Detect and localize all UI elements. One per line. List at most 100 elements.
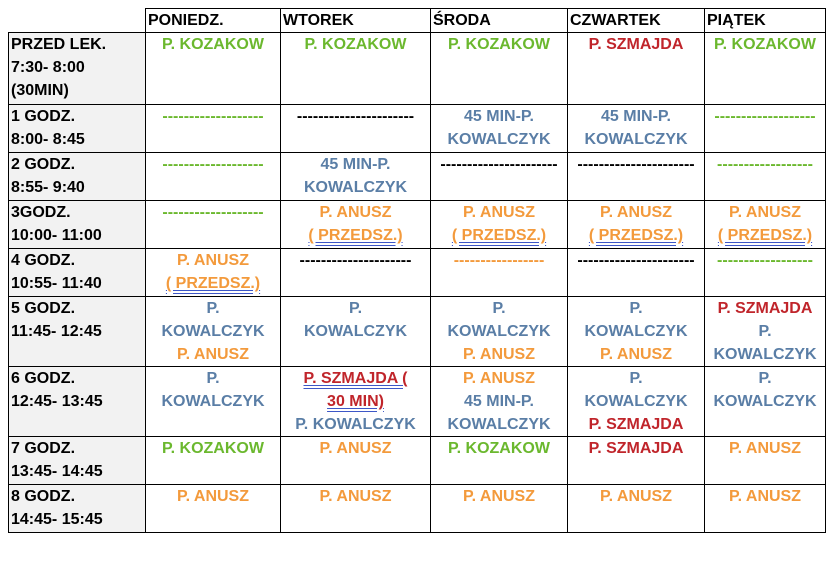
teacher-entry: KOWALCZYK [161,393,265,410]
period-label-line: (30MIN) [11,82,69,99]
teacher-entry: ( PRZEDSZ.) [451,227,547,244]
schedule-cell: ------------------- [145,104,281,153]
teacher-entry: KOWALCZYK [161,323,265,340]
period-label: 7 GODZ. 13:45- 14:45 [8,436,146,485]
period-label: 5 GODZ. 11:45- 12:45 [8,296,146,367]
empty-slot-dashes: ------------------ [717,156,813,173]
period-label: PRZED LEK. 7:30- 8:00 (30MIN) [8,32,146,105]
teacher-entry: P. ANUSZ [728,440,801,457]
period-label-line: 2 GODZ. [11,156,76,173]
schedule-cell: P. KOWALCZYK P. SZMAJDA [567,366,705,437]
period-label-line: 11:45- 12:45 [11,323,102,340]
period-label-line: 10:00- 11:00 [11,227,102,244]
teacher-entry: KOWALCZYK [584,323,688,340]
teacher-entry: P. ANUSZ [319,440,392,457]
teacher-entry: KOWALCZYK [303,179,408,196]
schedule-row: 6 GODZ. 12:45- 13:45 P. KOWALCZYK P. SZMAJDA… [8,366,826,437]
schedule-cell: P. ANUSZ [145,484,281,533]
schedule-row: 2 GODZ. 8:55- 9:40 ------------------- 45 M… [8,152,826,201]
header-row: PONIEDZ. WTOREK ŚRODA CZWARTEK PIĄTEK [8,8,826,33]
schedule-cell: ------------------- [145,152,281,201]
schedule-cell: P. ANUSZ 45 MIN-P. KOWALCZYK [430,366,568,437]
period-label: 3GODZ. 10:00- 11:00 [8,200,146,249]
teacher-entry: P. ANUSZ [319,488,392,505]
schedule-cell: P. KOWALCZYK [704,366,826,437]
empty-slot-dashes: ------------------- [162,204,264,221]
schedule-cell: P. ANUSZ ( PRZEDSZ.) [567,200,705,249]
teacher-entry: P. KOZAKOW [304,36,407,53]
teacher-entry: P. SZMAJDA [588,36,684,53]
schedule-cell: P. KOWALCZYK P. ANUSZ [567,296,705,367]
empty-slot-dashes: ------------------- [162,108,264,125]
schedule-row: 4 GODZ. 10:55- 11:40 P. ANUSZ ( PRZEDSZ.) --… [8,248,826,297]
teacher-entry: KOWALCZYK [713,393,817,410]
period-label-line: 14:45- 15:45 [11,511,103,528]
schedule-cell: ------------------ [704,152,826,201]
teacher-entry: 45 MIN-P. [464,108,534,125]
period-label: 4 GODZ. 10:55- 11:40 [8,248,146,297]
schedule-row: 8 GODZ. 14:45- 15:45 P. ANUSZ P. ANUSZ P. AN… [8,484,826,533]
teacher-entry: KOWALCZYK [584,393,688,410]
schedule-cell: P. SZMAJDA [567,32,705,105]
schedule-row: 5 GODZ. 11:45- 12:45 P. KOWALCZYK P. ANUSZ P.… [8,296,826,367]
teacher-entry: P. KOZAKOW [448,440,550,457]
teacher-entry: 45 MIN-P. [320,156,391,173]
teacher-entry: P. [492,300,506,317]
day-header: ŚRODA [430,8,568,33]
schedule-row: PRZED LEK. 7:30- 8:00 (30MIN) P. KOZAKOW P. … [8,32,826,105]
schedule-cell: P. KOWALCZYK P. ANUSZ [430,296,568,367]
teacher-entry: ( PRZEDSZ.) [308,227,403,244]
teacher-entry: P. ANUSZ [176,346,249,363]
empty-slot-dashes: ----------------- [453,252,545,269]
teacher-entry: KOWALCZYK [447,323,551,340]
schedule-cell: ------------------- [704,104,826,153]
teacher-entry: P. [348,300,363,317]
schedule-cell: ------------------ [704,248,826,297]
schedule-cell: P. ANUSZ ( PRZEDSZ.) [430,200,568,249]
teacher-entry: P. [206,300,220,317]
schedule-row: 1 GODZ. 8:00- 8:45 ------------------- ----… [8,104,826,153]
period-label: 1 GODZ. 8:00- 8:45 [8,104,146,153]
teacher-entry: P. KOZAKOW [714,36,816,53]
teacher-entry: P. ANUSZ [462,204,535,221]
teacher-entry: P. ANUSZ [599,346,672,363]
schedule-cell: P. KOZAKOW [145,436,281,485]
teacher-entry: KOWALCZYK [713,346,817,363]
period-label-line: 13:45- 14:45 [11,463,103,480]
schedule-cell: P. SZMAJDA P. KOWALCZYK [704,296,826,367]
day-header: PIĄTEK [704,8,826,33]
schedule-cell: P. KOWALCZYK [280,296,431,367]
schedule-cell: P. ANUSZ [430,484,568,533]
empty-slot-dashes: ---------------------- [577,252,695,269]
teacher-entry: P. ANUSZ [319,204,392,221]
schedule-cell: P. ANUSZ [704,484,826,533]
day-header: WTOREK [280,8,431,33]
schedule-body: PRZED LEK. 7:30- 8:00 (30MIN) P. KOZAKOW P. … [8,32,826,533]
empty-slot-dashes: ---------------------- [577,156,695,173]
schedule-cell: ---------------------- [567,248,705,297]
empty-slot-dashes: ------------------ [717,252,813,269]
teacher-entry: P. KOWALCZYK [295,416,416,433]
teacher-entry: ( PRZEDSZ.) [165,275,261,292]
teacher-entry: P. ANUSZ [176,252,249,269]
teacher-entry: P. ANUSZ [599,204,672,221]
teacher-entry: P. KOZAKOW [162,440,264,457]
schedule-row: 7 GODZ. 13:45- 14:45 P. KOZAKOW P. ANUSZ P. … [8,436,826,485]
period-label-line: 12:45- 13:45 [11,393,103,410]
empty-slot-dashes: ---------------------- [296,108,415,125]
schedule-cell: P. ANUSZ [280,484,431,533]
teacher-entry: ( PRZEDSZ.) [588,227,684,244]
period-label: 6 GODZ. 12:45- 13:45 [8,366,146,437]
period-label-line: 3GODZ. [11,204,71,221]
schedule-cell: ---------------------- [280,104,431,153]
period-label-line: 7:30- 8:00 [11,59,85,76]
schedule-cell: ------------------- [145,200,281,249]
period-label-line: 1 GODZ. [11,108,76,125]
period-label-line: 8 GODZ. [11,488,76,505]
schedule-cell: P. SZMAJDA (30 MIN) P. KOWALCZYK [280,366,431,437]
schedule-cell: 45 MIN-P. KOWALCZYK [430,104,568,153]
period-label-line: 8:00- 8:45 [11,131,85,148]
teacher-entry: P. [206,370,220,387]
teacher-entry: P. ANUSZ [462,488,535,505]
teacher-entry: P. ANUSZ [728,204,801,221]
